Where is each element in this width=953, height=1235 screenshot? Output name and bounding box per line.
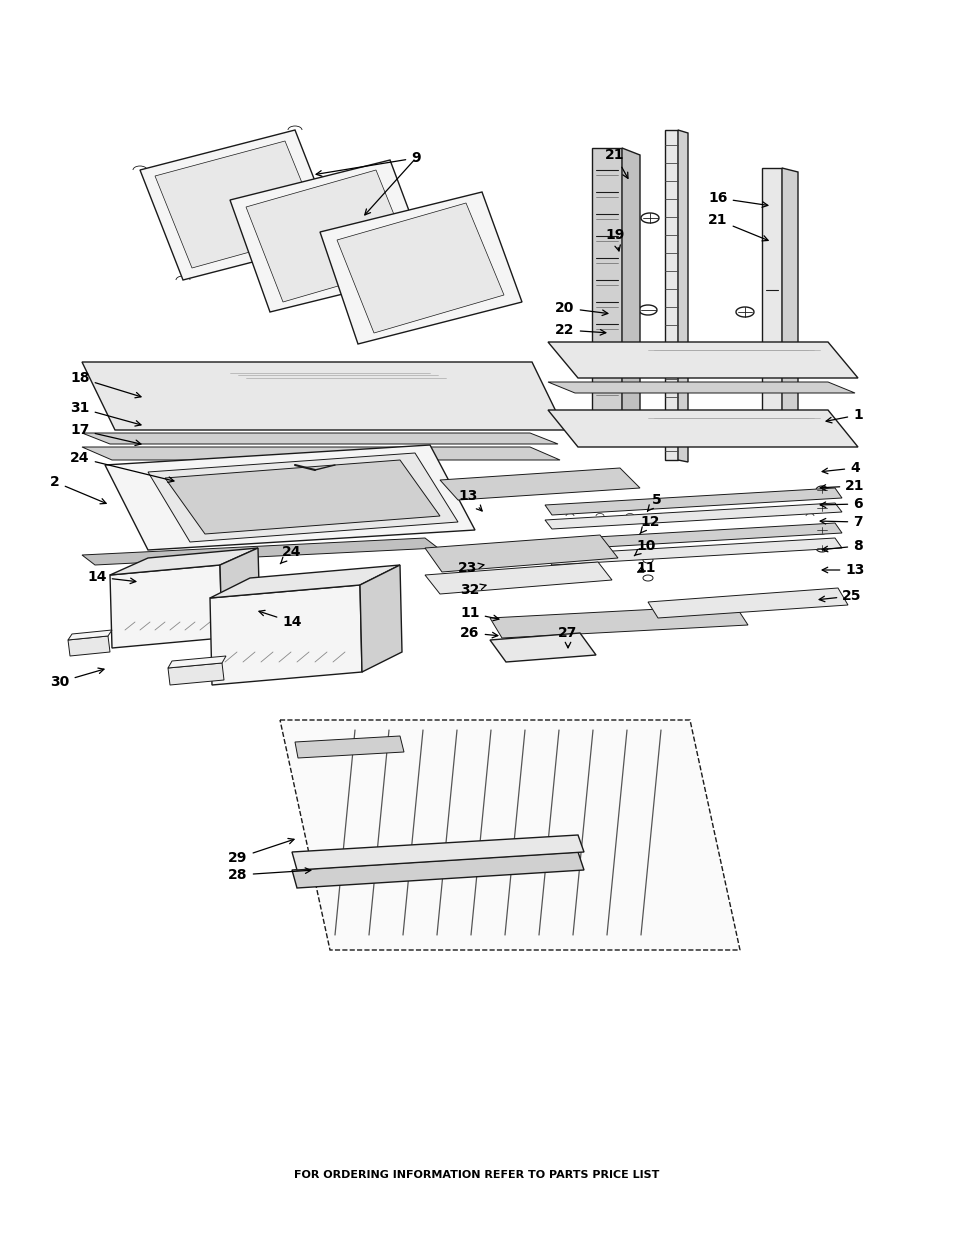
Polygon shape (621, 148, 639, 435)
Polygon shape (210, 585, 361, 685)
Text: 26: 26 (460, 626, 497, 640)
Polygon shape (292, 835, 583, 869)
Polygon shape (544, 538, 841, 564)
Polygon shape (319, 191, 521, 345)
Polygon shape (230, 161, 432, 312)
Text: 2: 2 (51, 475, 106, 504)
Text: 21: 21 (604, 148, 627, 178)
Text: 24: 24 (71, 451, 173, 483)
Polygon shape (68, 636, 110, 656)
Polygon shape (781, 168, 797, 438)
Polygon shape (110, 564, 222, 648)
Text: 7: 7 (820, 515, 862, 529)
Polygon shape (547, 342, 857, 378)
Text: 14: 14 (258, 610, 301, 629)
Polygon shape (292, 852, 583, 888)
Polygon shape (547, 410, 857, 447)
Polygon shape (148, 453, 457, 542)
Text: 11: 11 (459, 606, 498, 621)
Text: 25: 25 (819, 589, 861, 603)
Polygon shape (544, 522, 841, 550)
Polygon shape (439, 468, 639, 500)
Polygon shape (424, 562, 612, 594)
Text: 8: 8 (821, 538, 862, 553)
Polygon shape (424, 535, 618, 572)
Text: 21: 21 (820, 479, 863, 493)
Polygon shape (82, 362, 564, 430)
Text: FOR ORDERING INFORMATION REFER TO PARTS PRICE LIST: FOR ORDERING INFORMATION REFER TO PARTS … (294, 1170, 659, 1179)
Text: 32: 32 (460, 583, 485, 597)
Text: 13: 13 (457, 489, 481, 511)
Polygon shape (82, 538, 437, 564)
Text: 27: 27 (558, 626, 578, 648)
Polygon shape (359, 564, 401, 672)
Text: 29: 29 (228, 839, 294, 864)
Text: 22: 22 (555, 324, 605, 337)
Polygon shape (647, 588, 847, 618)
Text: 19: 19 (604, 228, 624, 251)
Text: 16: 16 (707, 191, 767, 207)
Text: 11: 11 (636, 561, 655, 576)
Polygon shape (110, 548, 257, 576)
Text: 13: 13 (821, 563, 863, 577)
Text: 21: 21 (707, 212, 767, 241)
Text: 14: 14 (87, 571, 135, 584)
Text: 23: 23 (457, 561, 483, 576)
Polygon shape (246, 170, 414, 303)
Text: 18: 18 (71, 370, 141, 398)
Polygon shape (280, 720, 740, 950)
Text: 10: 10 (634, 538, 655, 556)
Text: 24: 24 (280, 545, 301, 563)
Polygon shape (336, 203, 503, 333)
Text: 9: 9 (315, 151, 420, 177)
Polygon shape (168, 663, 224, 685)
Polygon shape (294, 736, 403, 758)
Polygon shape (678, 130, 687, 462)
Text: 28: 28 (228, 868, 311, 882)
Polygon shape (154, 141, 322, 268)
Text: 30: 30 (51, 668, 104, 689)
Polygon shape (592, 148, 621, 430)
Polygon shape (210, 564, 399, 598)
Polygon shape (168, 656, 226, 668)
Polygon shape (490, 605, 747, 638)
Polygon shape (220, 548, 260, 638)
Text: 5: 5 (647, 493, 661, 511)
Polygon shape (82, 433, 558, 445)
Polygon shape (490, 634, 596, 662)
Text: 20: 20 (555, 301, 607, 315)
Polygon shape (105, 445, 475, 550)
Polygon shape (544, 488, 841, 515)
Polygon shape (664, 130, 678, 459)
Text: 6: 6 (820, 496, 862, 511)
Text: 17: 17 (71, 424, 141, 446)
Polygon shape (544, 503, 841, 529)
Text: 31: 31 (71, 401, 141, 426)
Polygon shape (761, 168, 781, 435)
Text: 12: 12 (639, 515, 659, 534)
Text: 1: 1 (825, 408, 862, 422)
Polygon shape (82, 447, 559, 459)
Text: 4: 4 (821, 461, 859, 475)
Polygon shape (547, 382, 854, 393)
Polygon shape (165, 459, 439, 534)
Polygon shape (68, 630, 112, 640)
Polygon shape (140, 130, 337, 280)
